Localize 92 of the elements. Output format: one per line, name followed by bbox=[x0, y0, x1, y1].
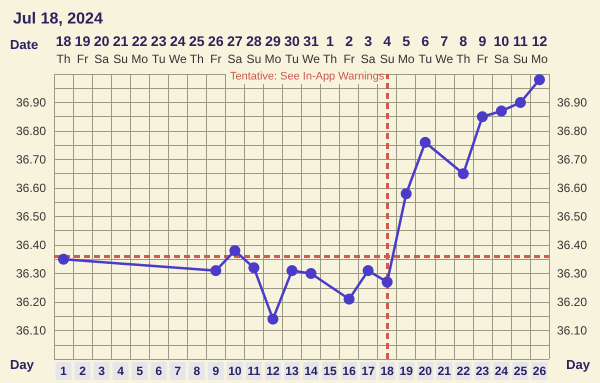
point bbox=[420, 136, 431, 148]
y2-tick-label: 36.20 bbox=[557, 295, 588, 309]
y2-tick-label: 36.60 bbox=[557, 181, 588, 195]
x-tick-label: 18 Th bbox=[56, 33, 72, 66]
x2-tick-label: 23 bbox=[476, 364, 490, 378]
y-tick-label: 36.10 bbox=[16, 324, 46, 338]
x2-tick-label: 10 bbox=[228, 364, 242, 378]
annotation: Tentative: See In-App Warnings bbox=[230, 70, 385, 82]
x-tick-label: 3 Sa bbox=[360, 33, 376, 66]
y2-tick-label: 36.50 bbox=[557, 210, 588, 224]
x-tick-label: 12 Mo bbox=[531, 33, 548, 66]
chart-title: Jul 18, 2024 bbox=[13, 10, 103, 28]
x2-tick-label: 3 bbox=[98, 364, 106, 378]
x-tick-label: 4 Su bbox=[380, 33, 395, 66]
y-tick-label: 36.50 bbox=[16, 210, 46, 224]
x2-tick-label: 1 bbox=[60, 364, 68, 378]
x2-tick-label: 17 bbox=[361, 364, 376, 378]
y2-tick-label: 36.30 bbox=[557, 266, 588, 280]
point bbox=[400, 188, 412, 200]
x-tick-label: 23 Tu bbox=[150, 33, 167, 66]
point bbox=[514, 97, 526, 108]
x-tick-label: 20 Sa bbox=[94, 33, 110, 66]
x-tick-label: 31 We bbox=[302, 33, 320, 66]
y2-tick-label: 36.70 bbox=[557, 152, 588, 166]
x2-tick-label: 22 bbox=[456, 364, 470, 378]
x-tick-label: 25 Th bbox=[189, 33, 205, 66]
y2-tick-label: 36.10 bbox=[557, 324, 588, 338]
x-tick-label: 21 Su bbox=[112, 33, 129, 66]
text: Day bbox=[10, 357, 34, 372]
point bbox=[229, 245, 240, 256]
x2-tick-label: 8 bbox=[193, 364, 200, 378]
x-tick-label: 26 Fr bbox=[208, 33, 224, 66]
x-tick-label: 5 Mo bbox=[398, 33, 415, 66]
x-tick-label: 30 Tu bbox=[284, 33, 300, 66]
x2-tick-label: 18 bbox=[380, 364, 394, 378]
x-tick-label: 28 Su bbox=[246, 33, 262, 66]
x2-axis-title: Day bbox=[566, 357, 591, 372]
x-tick-label: 22 Mo bbox=[131, 33, 148, 66]
x-tick-label: 6 Tu bbox=[418, 33, 432, 66]
y-tick-label: 36.20 bbox=[16, 295, 46, 309]
y-tick-label: 36.80 bbox=[16, 124, 46, 138]
point bbox=[248, 262, 260, 274]
x2-tick-label: 4 bbox=[117, 364, 124, 378]
x2-tick-label: 24 bbox=[494, 364, 508, 378]
x-tick-label: 24 We bbox=[168, 33, 187, 66]
point bbox=[286, 265, 298, 276]
x-axis-title: Date bbox=[10, 37, 38, 52]
x2-tick-label: 25 bbox=[514, 364, 528, 378]
x2-tick-label: 14 bbox=[304, 364, 318, 378]
point bbox=[496, 106, 507, 117]
point bbox=[210, 265, 222, 276]
y-tick-label: 36.90 bbox=[16, 96, 46, 110]
x-tick-label: 27 Sa bbox=[227, 33, 243, 66]
point bbox=[306, 268, 317, 279]
y-tick-label: 36.40 bbox=[16, 238, 46, 252]
x2-tick-label: 9 bbox=[212, 364, 220, 378]
x-tick-label: 7 We bbox=[435, 33, 454, 66]
x2-tick-label: 15 bbox=[323, 364, 338, 378]
point bbox=[362, 265, 374, 276]
x2-tick-label: 6 bbox=[155, 364, 162, 378]
x2-tick-label: 11 bbox=[248, 364, 261, 378]
x2-tick-label: 7 bbox=[174, 364, 182, 378]
y-tick-label: 36.70 bbox=[16, 152, 46, 166]
y2-tick-label: 36.90 bbox=[557, 96, 588, 110]
x-tick-label: 1 Th bbox=[323, 33, 338, 66]
x-tick-label: 11 Su bbox=[513, 33, 528, 66]
point bbox=[458, 168, 469, 180]
x2-tick-label: 2 bbox=[79, 364, 86, 378]
x2-tick-label: 16 bbox=[342, 364, 356, 378]
x-tick-label: 19 Fr bbox=[74, 33, 91, 66]
x-tick-label: 9 Fr bbox=[476, 33, 488, 66]
y-tick-label: 36.60 bbox=[16, 181, 46, 195]
point bbox=[344, 294, 355, 305]
x-tick-label: 2 Fr bbox=[343, 33, 355, 66]
x2-tick-label: 19 bbox=[400, 364, 414, 378]
x2-tick-label: 5 bbox=[136, 364, 144, 378]
x-tick-label: 10 Sa bbox=[494, 33, 510, 66]
x2-tick-label: 21 bbox=[438, 364, 452, 378]
x-tick-label: 29 Mo bbox=[264, 33, 282, 66]
x2-tick-label: 20 bbox=[418, 364, 432, 378]
x2-tick-label: 26 bbox=[532, 364, 546, 378]
point bbox=[58, 254, 70, 265]
y2-tick-label: 36.40 bbox=[557, 238, 588, 252]
x2-tick-label: 12 bbox=[266, 364, 280, 378]
point bbox=[382, 276, 393, 288]
x2-tick-label: 13 bbox=[285, 364, 299, 378]
y2-tick-label: 36.80 bbox=[557, 124, 588, 138]
point bbox=[534, 74, 545, 86]
point bbox=[476, 111, 488, 122]
x-tick-label: 8 Th bbox=[456, 33, 470, 66]
y-tick-label: 36.30 bbox=[16, 266, 46, 280]
point bbox=[267, 314, 278, 325]
